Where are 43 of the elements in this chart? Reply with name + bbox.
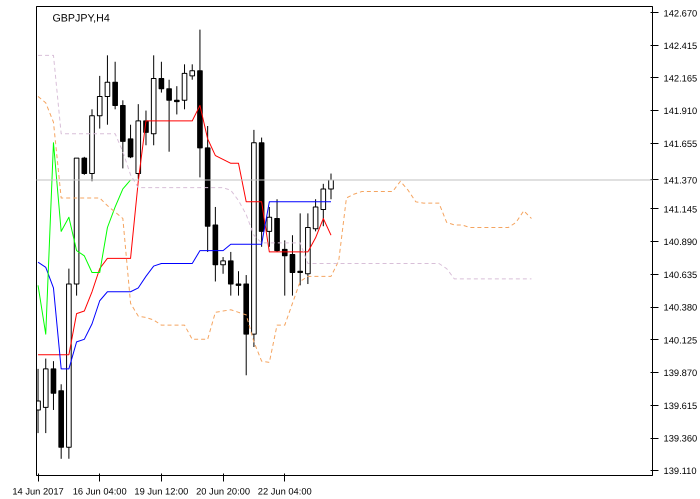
text: GBPJPY,H4 xyxy=(52,12,110,24)
x-tick-label: 14 Jun 2017 xyxy=(12,486,64,496)
ref-line-label: 141.370 xyxy=(664,175,698,186)
x-tick-label: 16 Jun 04:00 xyxy=(72,486,127,496)
y-tick-label: 140.635 xyxy=(664,270,698,280)
y-tick-label: 141.910 xyxy=(664,106,698,116)
candlestick xyxy=(81,156,88,176)
y-tick-label: 142.670 xyxy=(664,8,698,18)
line-series xyxy=(38,96,532,363)
y-tick-label: 140.380 xyxy=(664,302,698,313)
candlestick xyxy=(96,75,103,130)
y-tick-label: 140.890 xyxy=(664,237,698,248)
candlestick xyxy=(228,251,234,296)
line-series xyxy=(38,104,332,356)
candlestick xyxy=(328,173,334,200)
candlestick xyxy=(266,206,272,248)
line-series xyxy=(38,142,132,335)
y-tick-label: 142.165 xyxy=(664,73,698,84)
candlestick xyxy=(236,270,242,296)
candlestick xyxy=(189,64,196,80)
candlestick xyxy=(297,212,303,286)
y-tick-label: 139.615 xyxy=(664,400,698,411)
y-tick-label: 141.145 xyxy=(664,204,698,214)
candlestick xyxy=(312,198,318,232)
candlestick xyxy=(158,61,164,94)
y-tick-label: 139.870 xyxy=(664,368,698,378)
candlestick xyxy=(166,79,172,152)
candlestick xyxy=(220,256,226,274)
y-tick-label: 139.360 xyxy=(664,434,698,444)
candlestick xyxy=(128,124,134,159)
x-tick-label: 22 Jun 04:00 xyxy=(258,486,312,496)
y-tick-label: 140.125 xyxy=(664,335,698,346)
y-tick-label: 142.415 xyxy=(664,41,698,52)
candlestick xyxy=(290,234,296,296)
x-tick-label: 20 Jun 20:00 xyxy=(196,486,250,496)
candlestick xyxy=(174,86,180,115)
candlestick xyxy=(320,183,326,227)
candlestick xyxy=(104,54,110,126)
candlestick xyxy=(112,61,118,110)
y-tick-label: 139.110 xyxy=(664,466,697,476)
x-tick-label: 19 Jun 12:00 xyxy=(134,486,188,496)
y-tick-label: 141.655 xyxy=(664,138,698,149)
line-series xyxy=(38,54,532,280)
